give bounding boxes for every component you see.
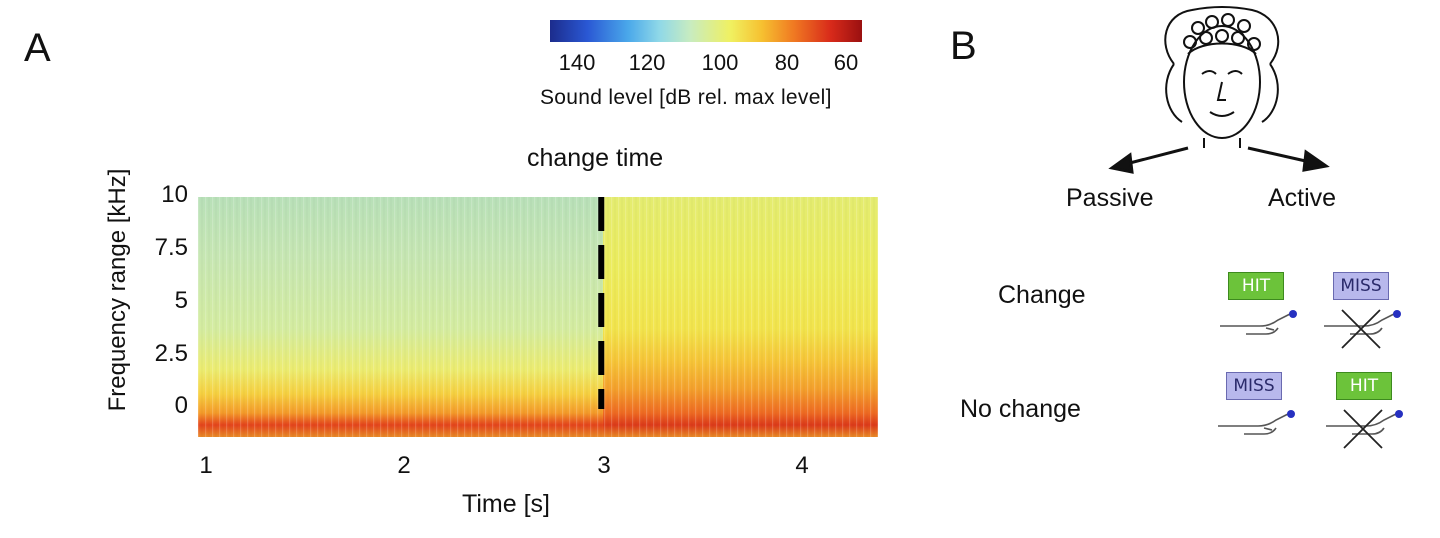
miss-box: MISS (1226, 372, 1282, 400)
colorbar-label: Sound level [dB rel. max level] (540, 86, 832, 109)
colorbar-tick: 120 (628, 50, 666, 75)
panel-a-label: A (24, 26, 51, 70)
y-tick-label: 0 (174, 392, 188, 419)
x-axis-label: Time [s] (462, 490, 550, 518)
arrow-left-icon (1108, 152, 1134, 174)
hand-no-press-icon (1326, 409, 1403, 449)
colorbar (550, 20, 862, 42)
spectrogram (198, 197, 878, 437)
panel-b-label: B (950, 24, 977, 68)
colorbar-tick: 140 (558, 50, 596, 75)
row-label-no-change: No change (960, 395, 1081, 423)
hand-press-icon (1218, 410, 1295, 435)
hand-press-icon (1220, 310, 1297, 335)
y-tick-label: 7.5 (154, 234, 188, 261)
hand-no-press-icon (1324, 309, 1401, 349)
colorbar-tick: 60 (833, 50, 859, 75)
arrows (1108, 146, 1330, 174)
active-label: Active (1268, 184, 1337, 212)
y-axis-label: Frequency range [kHz] (104, 168, 131, 412)
eeg-head-icon (1164, 6, 1280, 148)
y-tick-label: 2.5 (154, 340, 188, 367)
colorbar-tick: 80 (774, 50, 800, 75)
change-time-annotation: change time (527, 144, 664, 172)
y-tick-label: 10 (161, 181, 188, 208)
y-tick-label: 5 (174, 287, 188, 314)
miss-box: MISS (1333, 272, 1389, 300)
x-tick-label: 4 (795, 452, 809, 479)
hit-box: HIT (1336, 372, 1392, 400)
hit-box: HIT (1228, 272, 1284, 300)
colorbar-tick: 100 (701, 50, 739, 75)
x-tick-label: 2 (397, 452, 411, 479)
x-tick-label: 1 (199, 452, 213, 479)
arrow-right-icon (1302, 149, 1330, 172)
passive-label: Passive (1066, 184, 1154, 212)
row-label-change: Change (998, 281, 1086, 309)
x-tick-label: 3 (597, 452, 611, 479)
